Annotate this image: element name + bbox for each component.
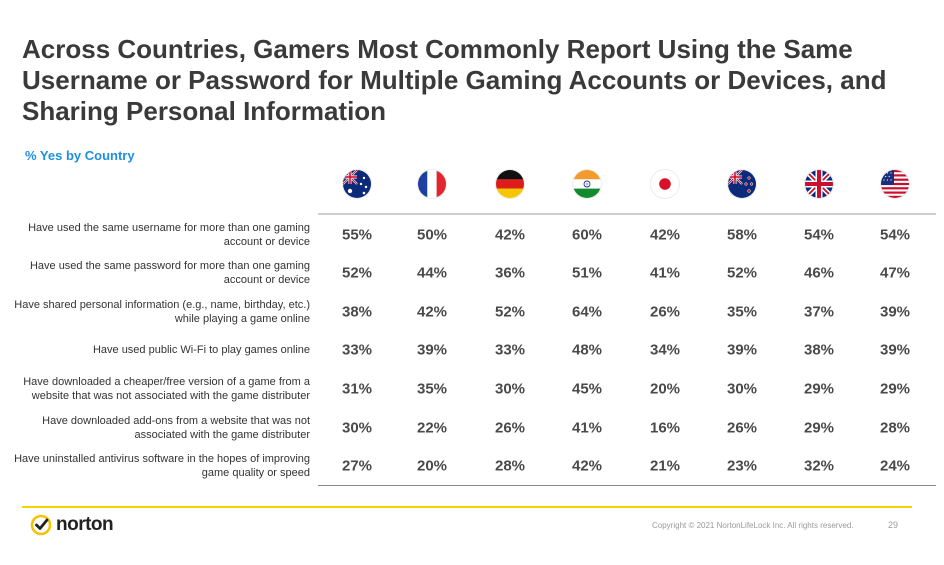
value-cell: 36% xyxy=(494,264,526,282)
india-flag-icon xyxy=(573,170,601,198)
footer-rule xyxy=(22,506,912,508)
value-cell: 23% xyxy=(726,457,758,475)
table-row: Have shared personal information (e.g., … xyxy=(0,293,944,331)
value-cell: 64% xyxy=(571,303,603,321)
value-cell: 32% xyxy=(803,457,835,475)
table-row: Have downloaded add-ons from a website t… xyxy=(0,409,944,447)
value-cell: 20% xyxy=(416,457,448,475)
row-label: Have uninstalled antivirus software in t… xyxy=(14,453,310,479)
value-cell: 28% xyxy=(494,457,526,475)
value-cell: 47% xyxy=(879,264,911,282)
table-row: Have used the same password for more tha… xyxy=(0,254,944,292)
subtitle: % Yes by Country xyxy=(25,148,135,163)
value-cell: 50% xyxy=(416,226,448,244)
germany-flag-icon xyxy=(496,170,524,198)
japan-flag-icon xyxy=(651,170,679,198)
value-cell: 42% xyxy=(416,303,448,321)
value-cell: 30% xyxy=(341,419,373,437)
value-cell: 33% xyxy=(341,341,373,359)
usa-flag-icon xyxy=(881,170,909,198)
value-cell: 22% xyxy=(416,419,448,437)
copyright-text: Copyright © 2021 NortonLifeLock Inc. All… xyxy=(652,521,854,530)
value-cell: 39% xyxy=(879,341,911,359)
value-cell: 29% xyxy=(879,380,911,398)
value-cell: 41% xyxy=(649,264,681,282)
table-row: Have used public Wi-Fi to play games onl… xyxy=(0,331,944,369)
value-cell: 58% xyxy=(726,226,758,244)
value-cell: 21% xyxy=(649,457,681,475)
row-label: Have downloaded a cheaper/free version o… xyxy=(23,376,310,402)
value-cell: 60% xyxy=(571,226,603,244)
value-cell: 52% xyxy=(726,264,758,282)
value-cell: 39% xyxy=(416,341,448,359)
value-cell: 27% xyxy=(341,457,373,475)
table-bottom-rule xyxy=(318,485,936,486)
flag-row xyxy=(0,170,944,200)
value-cell: 34% xyxy=(649,341,681,359)
value-cell: 54% xyxy=(879,226,911,244)
value-cell: 24% xyxy=(879,457,911,475)
table-row: Have downloaded a cheaper/free version o… xyxy=(0,370,944,408)
value-cell: 42% xyxy=(649,226,681,244)
norton-checkmark-icon xyxy=(30,514,52,536)
france-flag-icon xyxy=(418,170,446,198)
value-cell: 35% xyxy=(416,380,448,398)
value-cell: 35% xyxy=(726,303,758,321)
row-label: Have used public Wi-Fi to play games onl… xyxy=(92,344,310,356)
logo-wordmark: norton xyxy=(56,514,114,535)
value-cell: 54% xyxy=(803,226,835,244)
new-zealand-flag-icon xyxy=(728,170,756,198)
uk-flag-icon xyxy=(805,170,833,198)
norton-logo: norton xyxy=(30,514,114,536)
australia-flag-icon xyxy=(343,170,371,198)
value-cell: 30% xyxy=(726,380,758,398)
value-cell: 26% xyxy=(494,419,526,437)
value-cell: 29% xyxy=(803,419,835,437)
value-cell: 55% xyxy=(341,226,373,244)
value-cell: 41% xyxy=(571,419,603,437)
value-cell: 29% xyxy=(803,380,835,398)
value-cell: 42% xyxy=(571,457,603,475)
value-cell: 52% xyxy=(494,303,526,321)
value-cell: 16% xyxy=(649,419,681,437)
page-title: Across Countries, Gamers Most Commonly R… xyxy=(22,34,887,126)
value-cell: 46% xyxy=(803,264,835,282)
row-label: Have downloaded add-ons from a website t… xyxy=(42,415,310,441)
value-cell: 39% xyxy=(726,341,758,359)
value-cell: 45% xyxy=(571,380,603,398)
row-label: Have used the same password for more tha… xyxy=(29,260,310,286)
value-cell: 51% xyxy=(571,264,603,282)
value-cell: 26% xyxy=(726,419,758,437)
value-cell: 33% xyxy=(494,341,526,359)
value-cell: 37% xyxy=(803,303,835,321)
page-number: 29 xyxy=(888,520,899,530)
value-cell: 28% xyxy=(879,419,911,437)
table-row: Have used the same username for more tha… xyxy=(0,216,944,254)
value-cell: 26% xyxy=(649,303,681,321)
value-cell: 38% xyxy=(341,303,373,321)
value-cell: 39% xyxy=(879,303,911,321)
row-label: Have shared personal information (e.g., … xyxy=(14,299,310,325)
value-cell: 44% xyxy=(416,264,448,282)
value-cell: 38% xyxy=(803,341,835,359)
value-cell: 30% xyxy=(494,380,526,398)
value-cell: 48% xyxy=(571,341,603,359)
value-cell: 20% xyxy=(649,380,681,398)
value-cell: 52% xyxy=(341,264,373,282)
table-top-rule xyxy=(318,213,936,215)
table-row: Have uninstalled antivirus software in t… xyxy=(0,447,944,485)
value-cell: 31% xyxy=(341,380,373,398)
row-label: Have used the same username for more tha… xyxy=(28,222,310,248)
value-cell: 42% xyxy=(494,226,526,244)
